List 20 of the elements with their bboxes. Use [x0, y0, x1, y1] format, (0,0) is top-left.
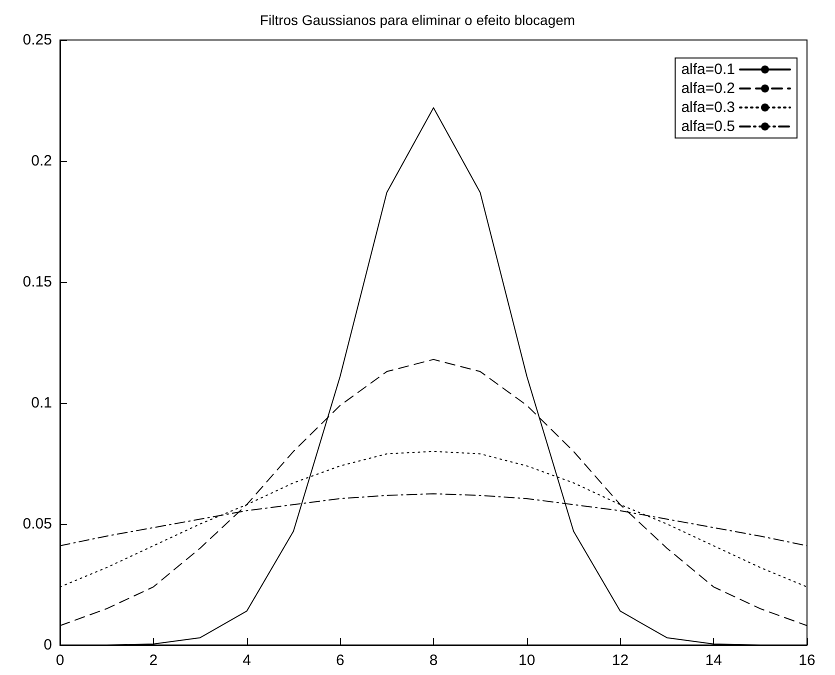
x-tick-label: 2 [149, 652, 158, 669]
x-tick-label: 10 [518, 652, 536, 669]
legend-label: alfa=0.1 [681, 61, 735, 78]
y-tick-label: 0.2 [31, 152, 52, 170]
y-tick-label: 0 [44, 636, 52, 654]
y-tick-label: 0.05 [22, 516, 52, 532]
x-tick-label: 16 [798, 652, 816, 669]
y-tick-label: 0.25 [22, 32, 52, 48]
chart-title: Filtros Gaussianos para eliminar o efeito blocagem [260, 12, 576, 28]
legend-label: alfa=0.3 [681, 99, 735, 116]
legend-label: alfa=0.2 [681, 80, 735, 97]
x-tick-label: 0 [56, 652, 64, 669]
x-tick-label: 12 [612, 652, 629, 669]
x-tick-label: 4 [242, 652, 251, 669]
x-tick-label: 6 [336, 652, 344, 669]
legend-label: alfa=0.5 [681, 118, 735, 135]
x-tick-label: 14 [705, 652, 722, 669]
x-tick-label: 8 [429, 652, 438, 669]
y-tick-label: 0.1 [31, 394, 52, 412]
y-tick-label: 0.15 [22, 274, 52, 290]
